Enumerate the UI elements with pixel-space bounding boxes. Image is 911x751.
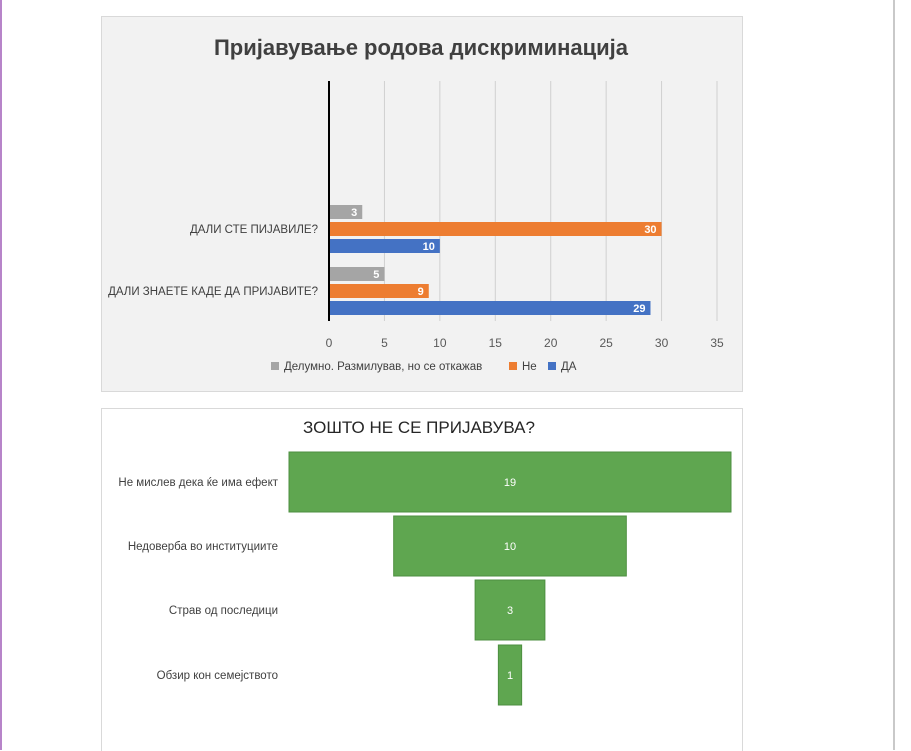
x-tick-label: 35 [710, 336, 724, 350]
page-edge-right [893, 0, 895, 750]
category-label: Недоверба во институциите [128, 541, 278, 553]
bar [329, 301, 651, 315]
category-label: Обзир кон семејството [157, 670, 278, 682]
funnel-bar [474, 579, 546, 641]
category-label: Страв од последици [169, 605, 278, 617]
page-edge-left [0, 0, 2, 750]
bar-data-label: 3 [351, 207, 357, 219]
legend-label: ДА [561, 361, 577, 373]
bar-data-label: 9 [418, 286, 424, 298]
x-tick-label: 30 [655, 336, 669, 350]
x-tick-label: 20 [544, 336, 558, 350]
reporting-bar-chart: Пријавување родова дискриминација 3 30 10 5… [108, 35, 724, 373]
funnel-bar [497, 644, 523, 706]
bar [329, 267, 385, 281]
reporting-chart-panel: Пријавување родова дискриминација 3 30 10 5… [101, 16, 743, 392]
funnel-data-label: 1 [507, 670, 513, 682]
x-tick-label: 10 [433, 336, 447, 350]
bar [329, 239, 440, 253]
funnel-bar [393, 515, 627, 577]
reasons-chart-panel: ЗОШТО НЕ СЕ ПРИЈАВУВА? 19 10 3 1 Не мислев … [101, 408, 743, 751]
category-label: Не мислев дека ќе има ефект [118, 477, 278, 489]
legend-swatch [509, 362, 517, 370]
funnel-data-label: 10 [504, 541, 516, 553]
x-tick-label: 15 [489, 336, 503, 350]
funnel-data-label: 3 [507, 605, 513, 617]
bar [329, 284, 429, 298]
bar-data-label: 29 [633, 303, 645, 315]
funnel-bar [288, 451, 732, 513]
funnel-data-label: 19 [504, 477, 516, 489]
chart-title: Пријавување родова дискриминација [214, 35, 629, 60]
x-tick-label: 0 [326, 336, 333, 350]
bar-data-label: 5 [373, 269, 379, 281]
legend-swatch [271, 362, 279, 370]
chart-title: ЗОШТО НЕ СЕ ПРИЈАВУВА? [303, 418, 535, 437]
legend-swatch [548, 362, 556, 370]
reasons-funnel-chart: ЗОШТО НЕ СЕ ПРИЈАВУВА? 19 10 3 1 Не мислев … [118, 418, 732, 706]
legend-label: Не [522, 361, 537, 373]
category-label: ДАЛИ ЗНАЕТЕ КАДЕ ДА ПРИЈАВИТЕ? [108, 286, 318, 298]
bar [329, 205, 363, 219]
bar [329, 222, 662, 236]
category-label: ДАЛИ СТЕ ПИЈАВИЛЕ? [190, 224, 318, 236]
bar-data-label: 10 [423, 241, 435, 253]
x-tick-label: 5 [381, 336, 388, 350]
bar-data-label: 30 [644, 224, 656, 236]
legend-label: Делумно. Размилував, но се откажав [284, 361, 482, 373]
x-tick-label: 25 [599, 336, 613, 350]
